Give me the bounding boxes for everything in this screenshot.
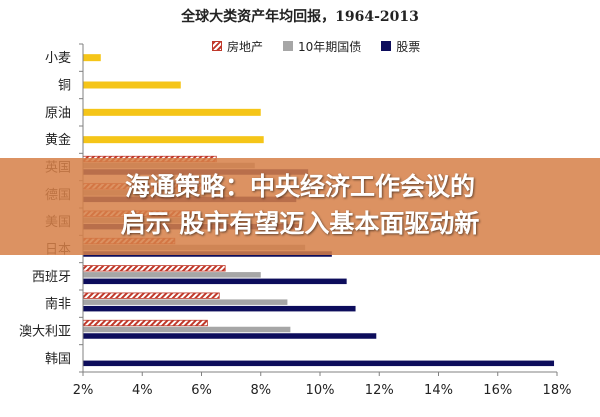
x-tick-label: 12% [365,383,394,398]
x-tick-label: 4% [132,383,153,398]
legend-swatch-bond [283,41,294,51]
bar-real-estate [82,265,226,272]
category-label: 南非 [45,296,71,312]
bar-stock [83,278,347,285]
category-label: 西班牙 [32,270,71,285]
legend-item-stock: 股票 [381,38,420,55]
bar-commodity [83,136,264,144]
overlay-headline[interactable]: 海通策略：中央经济工作会议的 启示 股市有望迈入基本面驱动新 [0,168,600,242]
legend-swatch-real-estate [212,41,222,51]
x-tick-label: 14% [424,383,453,398]
legend-label-real-estate: 房地产 [227,39,264,54]
bar-real-estate [82,319,208,327]
overlay-headline-line-2: 启示 股市有望迈入基本面驱动新 [120,209,480,238]
category-label: 黄金 [45,132,71,148]
category-label: 韩国 [45,352,71,367]
x-tick-label: 10% [306,383,335,398]
bar-commodity [83,54,101,62]
x-tick-label: 8% [250,383,271,398]
bar-stock [83,305,356,312]
x-tick-label: 6% [191,383,212,398]
legend-swatch-stock [381,41,392,51]
bar-stock [83,360,555,367]
category-label: 原油 [45,106,71,121]
bar-bond [83,272,261,278]
bar-bond [83,326,291,333]
chart-title: 全球大类资产年均回报，1964-2013 [181,9,419,25]
bar-commodity [83,81,181,89]
legend-label-stock: 股票 [396,39,421,54]
bar-real-estate [82,292,220,299]
bar-stock [83,333,377,339]
legend-item-bond: 10年期国债 [283,38,361,55]
category-label: 小麦 [45,51,71,66]
legend: 房地产 10年期国债 股票 [212,38,420,54]
x-tick-label: 2% [73,383,94,398]
category-label: 澳大利亚 [19,324,71,340]
category-label: 铜 [58,79,71,94]
bar-commodity [83,108,261,116]
bar-bond [83,299,288,305]
overlay-headline-line-1: 海通策略：中央经济工作会议的 [124,172,475,201]
legend-item-real-estate: 房地产 [212,38,263,55]
x-tick-label: 18% [543,383,572,398]
x-tick-label: 16% [483,383,512,398]
overlay-banner [0,158,600,255]
legend-label-bond: 10年期国债 [298,39,362,54]
